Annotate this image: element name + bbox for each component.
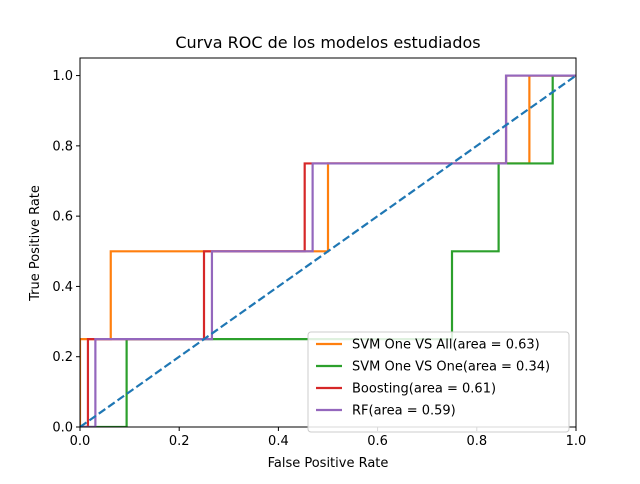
y-tick-label: 0.8 (52, 139, 73, 154)
x-tick-label: 0.6 (367, 434, 388, 449)
x-axis-label: False Positive Rate (268, 456, 389, 471)
y-tick-label: 0.6 (52, 210, 73, 225)
y-tick-label: 0.2 (52, 350, 73, 365)
axis-ticks: 0.0 0.2 0.4 0.6 0.8 1.0 0.0 0.2 0.4 0.6 0.8 1.0 (52, 69, 586, 449)
legend-item-svm-one-vs-one: SVM One VS One(area = 0.34) (316, 360, 550, 375)
x-tick-label: 0.2 (169, 434, 190, 449)
legend-box (307, 331, 570, 433)
chart-title: Curva ROC de los modelos estudiados (175, 33, 480, 52)
series-line-svm-one-vs-one (80, 74, 576, 427)
legend-label: SVM One VS All(area = 0.63) (352, 338, 540, 353)
y-tick-label: 0.0 (52, 421, 73, 436)
x-tick-label: 0.0 (70, 434, 91, 449)
y-tick-label: 0.4 (52, 280, 73, 295)
legend-label: Boosting(area = 0.61) (352, 382, 496, 397)
legend-item-boosting: Boosting(area = 0.61) (316, 382, 496, 397)
legend: SVM One VS All(area = 0.63) SVM One VS On… (307, 331, 570, 433)
series-line-rf (80, 74, 576, 427)
reference-diagonal-line (80, 74, 576, 427)
y-tick-label: 1.0 (52, 69, 73, 84)
legend-item-svm-one-vs-all: SVM One VS All(area = 0.63) (316, 338, 540, 353)
x-tick-label: 0.4 (268, 434, 289, 449)
x-tick-label: 1.0 (566, 434, 587, 449)
y-axis-label: True Positive Rate (28, 185, 43, 302)
legend-label: SVM One VS One(area = 0.34) (352, 360, 550, 375)
series-layer (80, 74, 576, 427)
plot-area (79, 57, 577, 428)
legend-item-rf: RF(area = 0.59) (316, 404, 456, 419)
x-tick-label: 0.8 (466, 434, 487, 449)
legend-label: RF(area = 0.59) (352, 404, 456, 419)
